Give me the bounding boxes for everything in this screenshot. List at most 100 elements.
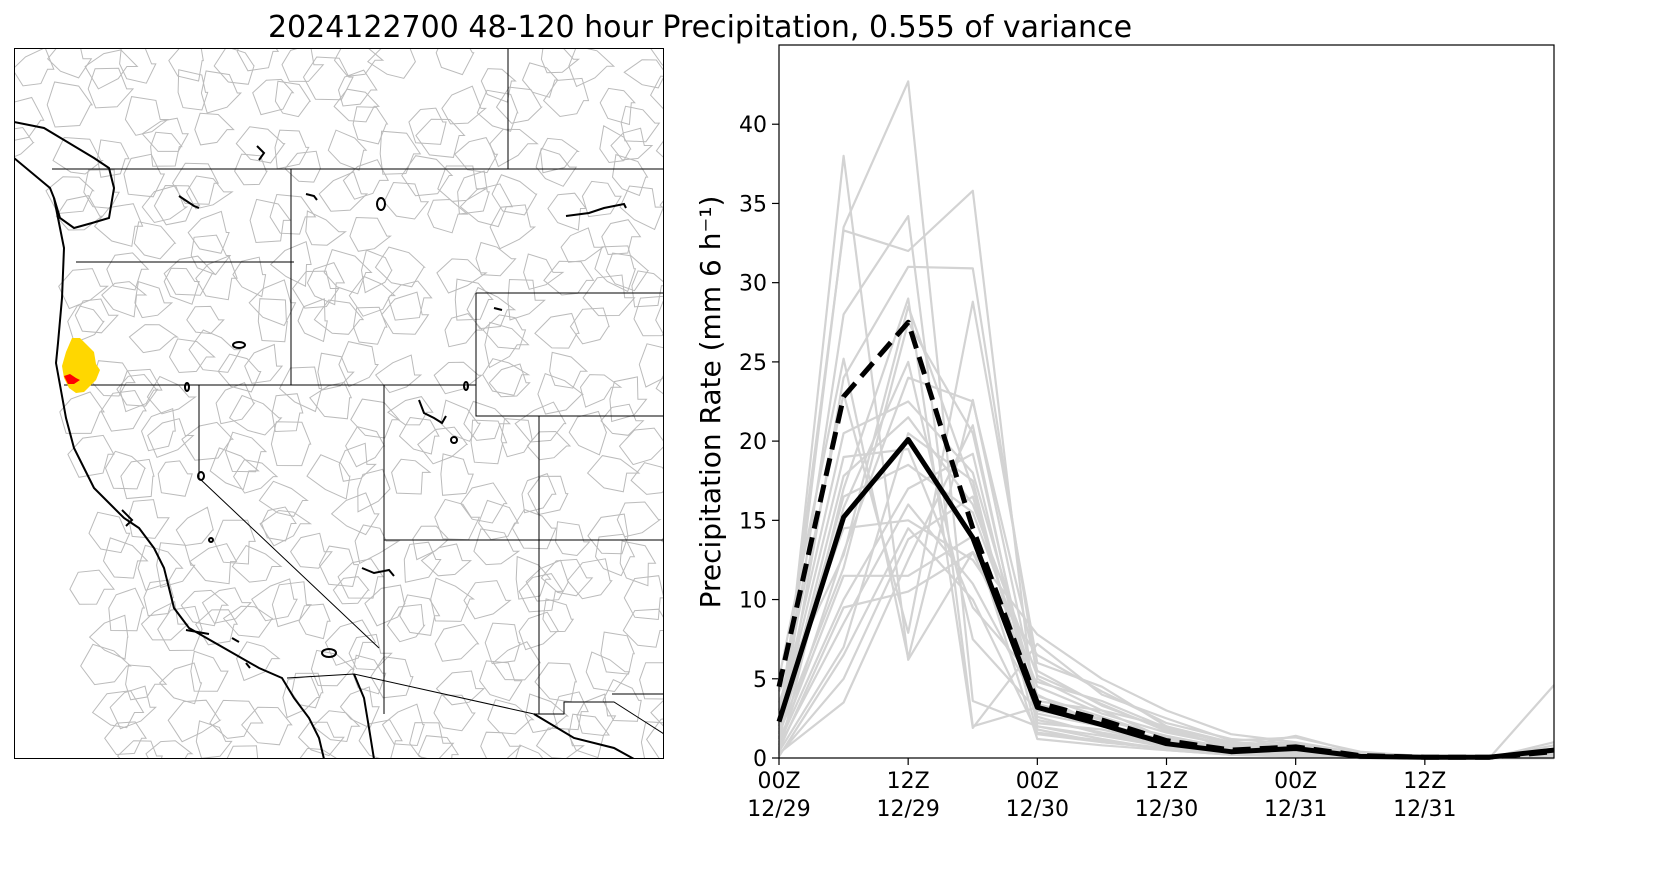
watershed-outline [619, 185, 664, 231]
watershed-outline [484, 622, 521, 665]
watershed-outline [576, 693, 617, 737]
watershed-outline [515, 744, 544, 759]
watershed-outline [84, 49, 139, 90]
y-tick-label: 0 [753, 747, 767, 772]
watershed-outline [158, 662, 203, 705]
watershed-outline [480, 68, 517, 103]
watershed-outline [236, 641, 281, 682]
watershed-outline [185, 175, 234, 210]
watershed-outline [181, 421, 234, 461]
watershed-outline [306, 261, 346, 306]
watershed-outline [552, 691, 589, 731]
y-tick-label: 10 [739, 589, 767, 614]
watershed-outline [381, 291, 430, 335]
watershed-outline [157, 460, 193, 497]
watershed-outline [231, 544, 283, 583]
watershed-outline [488, 363, 531, 398]
watershed-boundaries [14, 48, 664, 759]
watershed-outline [163, 255, 216, 296]
watershed-outline [492, 641, 542, 681]
watershed-outline [302, 56, 354, 101]
watershed-outline [515, 555, 552, 600]
watershed-outline [534, 662, 578, 703]
x-axis-ticks: 00Z 12/29 12Z 12/29 00Z 12/30 12Z 12/30 00Z 12/31… [747, 758, 1457, 822]
watershed-outline [125, 664, 168, 701]
watershed-outline [610, 127, 654, 161]
watershed-outline [74, 298, 119, 334]
watershed-outline [14, 126, 35, 158]
watershed-outline [298, 603, 331, 640]
watershed-outline [141, 184, 189, 224]
watershed-outline [630, 462, 664, 495]
watershed-outline [259, 509, 313, 547]
watershed-outline [313, 299, 365, 335]
watershed-outline [622, 608, 664, 648]
watershed-outline [333, 48, 385, 77]
watershed-outline [440, 399, 481, 442]
watershed-outline [417, 426, 469, 465]
watershed-outline [168, 338, 216, 374]
watershed-outline [332, 576, 370, 605]
watershed-outline [466, 286, 517, 330]
watershed-outline [47, 48, 93, 79]
watershed-outline [525, 559, 570, 602]
ensemble-member-line [777, 321, 1555, 760]
watershed-outline [633, 295, 664, 337]
watershed-outline [600, 403, 645, 436]
watershed-outline [232, 256, 267, 298]
watershed-outline [46, 81, 94, 128]
ensemble-member-line [777, 452, 1554, 760]
watershed-outline [226, 745, 259, 759]
watershed-outline [189, 543, 238, 585]
watershed-outline [323, 248, 373, 295]
watershed-outline [358, 719, 403, 759]
watershed-outline [289, 532, 333, 569]
watershed-outline [194, 112, 235, 146]
watershed-outline [379, 130, 422, 175]
watershed-outline [534, 312, 580, 349]
watershed-outline [367, 48, 416, 79]
watershed-outline [67, 434, 115, 478]
watershed-outline [507, 278, 546, 321]
watershed-outline [271, 581, 312, 628]
watershed-outline [454, 137, 499, 174]
watershed-outline [235, 126, 286, 164]
watershed-outline [457, 170, 490, 215]
watershed-outline [352, 106, 389, 145]
watershed-outline [480, 731, 522, 759]
watershed-outline [482, 358, 531, 396]
plot-frame [778, 44, 1555, 759]
watershed-outline [143, 579, 175, 617]
watershed-outline [342, 159, 390, 200]
coastline [14, 121, 635, 759]
y-tick-label: 20 [739, 430, 767, 455]
watershed-outline [297, 298, 328, 343]
watershed-outline [619, 540, 657, 587]
basin-map [14, 48, 664, 759]
watershed-outline [479, 660, 523, 702]
map-frame [14, 48, 664, 759]
watershed-outline [59, 391, 105, 434]
watershed-outline [521, 472, 557, 514]
watershed-outline [482, 314, 527, 350]
watershed-outline [124, 96, 170, 136]
watershed-outline [489, 128, 539, 168]
watershed-outline [566, 558, 613, 600]
watershed-outline [415, 118, 466, 158]
watershed-outline [147, 418, 195, 459]
watershed-outline [435, 48, 475, 76]
watershed-outline [500, 418, 533, 458]
watershed-outline [350, 398, 401, 439]
watershed-outline [582, 274, 636, 317]
watershed-outline [599, 125, 632, 164]
watershed-outline [213, 519, 256, 565]
watershed-outline [568, 410, 608, 456]
watershed-outline [338, 442, 377, 482]
watershed-outline [270, 421, 312, 467]
watershed-outline [195, 609, 239, 646]
watershed-outline [187, 210, 230, 254]
watershed-outline [224, 431, 268, 473]
watershed-outline [460, 482, 508, 524]
watershed-outline [587, 513, 629, 555]
watershed-outline [222, 605, 274, 638]
